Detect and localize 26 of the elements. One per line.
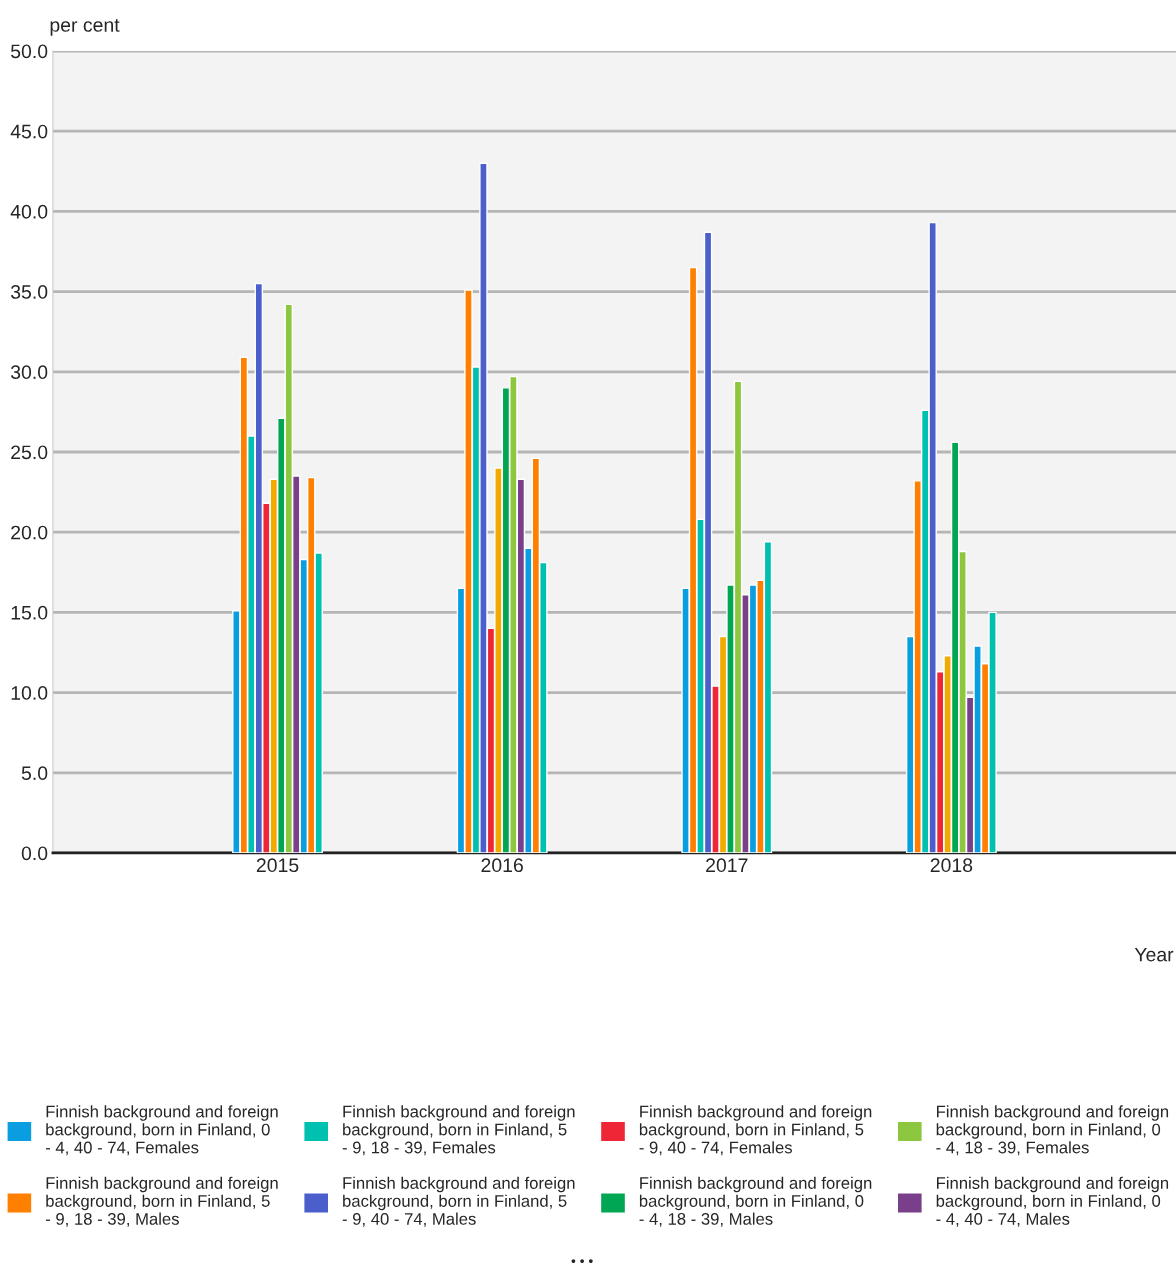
y-tick-label: 20.0 bbox=[11, 525, 48, 540]
y-tick-label: 15.0 bbox=[11, 605, 48, 620]
x-axis-title: Year bbox=[1134, 947, 1174, 962]
legend-label: Finnish background and foreign background, born in Finland, 5 - 9, 18 - 39, Females bbox=[342, 1105, 575, 1156]
legend-label: Finnish background and foreign background, born in Finland, 5 - 9, 40 - 74, Females bbox=[639, 1105, 872, 1156]
legend-label: Finnish background and foreign background, born in Finland, 5 - 9, 18 - 39, Males bbox=[45, 1176, 278, 1227]
x-tick-label: 2018 bbox=[930, 858, 973, 873]
y-tick-label: 45.0 bbox=[10, 124, 48, 139]
y-axis-title: per cent bbox=[50, 19, 120, 36]
y-tick-label: 5.0 bbox=[21, 766, 48, 781]
y-tick-label: 10.0 bbox=[11, 686, 48, 700]
x-tick-label: 2016 bbox=[481, 858, 523, 873]
legend-label: Finnish background and foreign background, born in Finland, 5 - 9, 40 - 74, Males bbox=[342, 1176, 575, 1227]
x-tick-label: 2017 bbox=[706, 858, 748, 873]
legend-label: Finnish background and foreign background, born in Finland, 0 - 4, 18 - 39, Males bbox=[639, 1176, 872, 1227]
text: • • • bbox=[571, 1259, 593, 1264]
y-tick-label: 25.0 bbox=[11, 445, 48, 460]
y-tick-label: 40.0 bbox=[10, 204, 48, 219]
y-tick-label: 0.0 bbox=[21, 846, 48, 861]
legend-label: Finnish background and foreign background, born in Finland, 0 - 4, 40 - 74, Males bbox=[936, 1176, 1169, 1227]
legend-label: Finnish background and foreign background, born in Finland, 0 - 4, 18 - 39, Females bbox=[936, 1105, 1169, 1156]
legend-label: Finnish background and foreign background, born in Finland, 0 - 4, 40 - 74, Females bbox=[45, 1105, 278, 1156]
y-tick-label: 50.0 bbox=[11, 44, 48, 59]
y-tick-label: 30.0 bbox=[10, 365, 48, 380]
x-tick-label: 2015 bbox=[256, 858, 299, 873]
y-tick-label: 35.0 bbox=[10, 285, 48, 299]
